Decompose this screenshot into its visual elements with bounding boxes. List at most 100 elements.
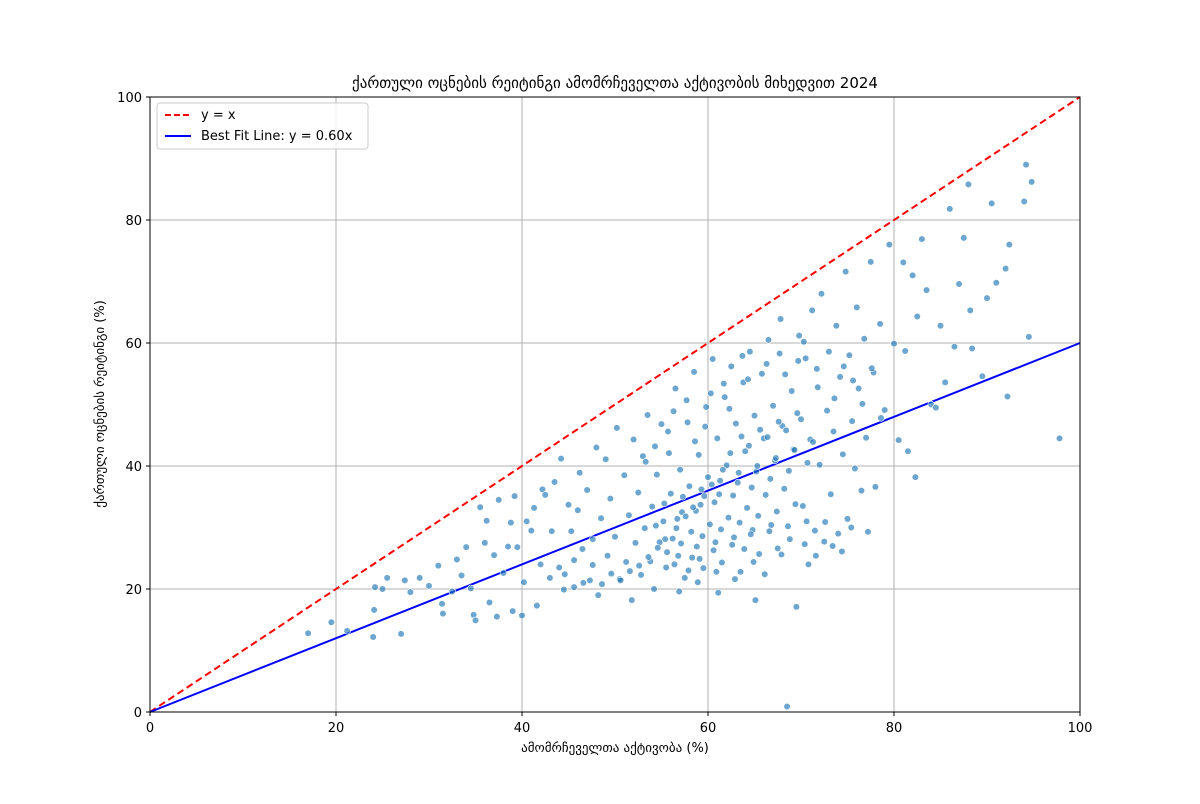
scatter-point	[756, 426, 764, 434]
scatter-point	[827, 490, 835, 498]
scatter-point	[843, 515, 852, 523]
scatter-point	[669, 534, 677, 543]
scatter-point	[490, 551, 498, 559]
scatter-point	[679, 493, 687, 501]
scatter-point	[670, 560, 679, 569]
scatter-point	[694, 578, 702, 586]
scatter-point	[830, 394, 839, 402]
scatter-point	[583, 486, 591, 494]
scatter-point	[706, 520, 714, 529]
scatter-point	[541, 491, 549, 499]
scatter-point	[695, 451, 703, 459]
scatter-point	[732, 419, 740, 428]
scatter-point	[901, 347, 909, 355]
scatter-point	[730, 533, 738, 541]
scatter-point	[684, 566, 693, 575]
chart-title: ქართული ოცნების რეიტინგი ამომრჩეველთა აქ…	[352, 74, 878, 92]
scatter-point	[659, 517, 667, 525]
scatter-point	[631, 539, 640, 547]
scatter-point	[885, 241, 893, 249]
scatter-point	[570, 556, 578, 564]
scatter-point	[520, 578, 528, 586]
scatter-point	[834, 530, 842, 538]
scatter-point	[689, 503, 697, 511]
scatter-point	[510, 492, 519, 500]
scatter-point	[802, 517, 811, 525]
scatter-point	[766, 475, 774, 483]
scatter-point	[513, 543, 521, 551]
identity-line	[149, 96, 1081, 713]
scatter-point	[643, 411, 652, 419]
scatter-point	[708, 480, 716, 489]
scatter-point	[533, 602, 541, 610]
scatter-point	[652, 522, 660, 530]
scatter-point	[868, 364, 876, 372]
scatter-point	[650, 585, 658, 593]
scatter-point	[815, 461, 824, 469]
x-tick-label: 80	[886, 721, 903, 736]
scatter-point	[867, 258, 875, 266]
scatter-point	[853, 303, 861, 311]
scatter-point	[851, 464, 859, 473]
scatter-point	[642, 458, 650, 466]
scatter-point	[812, 552, 820, 560]
scatter-point	[471, 616, 480, 624]
scatter-point	[676, 466, 684, 474]
scatter-point	[932, 403, 940, 412]
scatter-point	[1005, 241, 1013, 249]
scatter-point	[762, 360, 771, 368]
scatter-point	[840, 362, 848, 370]
scatter-point	[570, 583, 578, 591]
scatter-point	[439, 609, 447, 618]
scatter-point	[448, 587, 456, 596]
scatter-point	[1025, 333, 1033, 341]
scatter-point	[871, 483, 880, 491]
scatter-point	[849, 376, 857, 385]
scatter-point	[736, 518, 744, 527]
scatter-point	[634, 488, 642, 497]
scatter-point	[918, 235, 926, 243]
scatter-point	[720, 379, 728, 388]
scatter-point	[710, 498, 719, 506]
scatter-point	[677, 539, 685, 548]
scatter-point	[750, 411, 759, 420]
scatter-point	[803, 459, 812, 467]
scatter-point	[731, 575, 739, 583]
scatter-point	[745, 442, 753, 450]
legend: y = x Best Fit Line: y = 0.60x	[156, 102, 369, 150]
scatter-point	[548, 527, 556, 535]
scatter-point	[681, 574, 689, 582]
scatter-point	[425, 582, 433, 590]
scatter-point	[457, 571, 466, 580]
scatter-point	[578, 545, 587, 553]
scatter-point	[371, 583, 379, 591]
scatter-point	[855, 384, 863, 393]
y-tick-label: 80	[125, 214, 142, 229]
scatter-point	[709, 355, 717, 363]
scatter-point	[804, 560, 813, 569]
reference-lines	[149, 96, 1081, 713]
scatter-point	[809, 438, 817, 446]
scatter-point	[777, 550, 786, 559]
plot-frame	[149, 96, 1081, 713]
scatter-point	[922, 286, 931, 294]
scatter-point	[737, 432, 746, 441]
scatter-point	[860, 335, 868, 343]
scatter-point	[727, 362, 735, 370]
scatter-point	[476, 503, 484, 511]
scatter-point	[811, 526, 819, 535]
scatter-point	[825, 348, 833, 356]
scatter-point	[814, 383, 822, 391]
legend-label-best-fit: Best Fit Line: y = 0.60x	[201, 129, 353, 144]
scatter-point	[697, 485, 706, 493]
scatter-point	[793, 409, 801, 417]
scatter-point	[527, 526, 535, 535]
scatter-point	[626, 567, 634, 575]
scatter-point	[881, 406, 889, 414]
scatter-point	[950, 343, 959, 351]
scatter-point	[683, 418, 692, 426]
scatter-point	[744, 375, 752, 383]
scatter-point	[369, 633, 377, 641]
scatter-point	[495, 496, 503, 504]
scatter-point	[383, 574, 391, 582]
